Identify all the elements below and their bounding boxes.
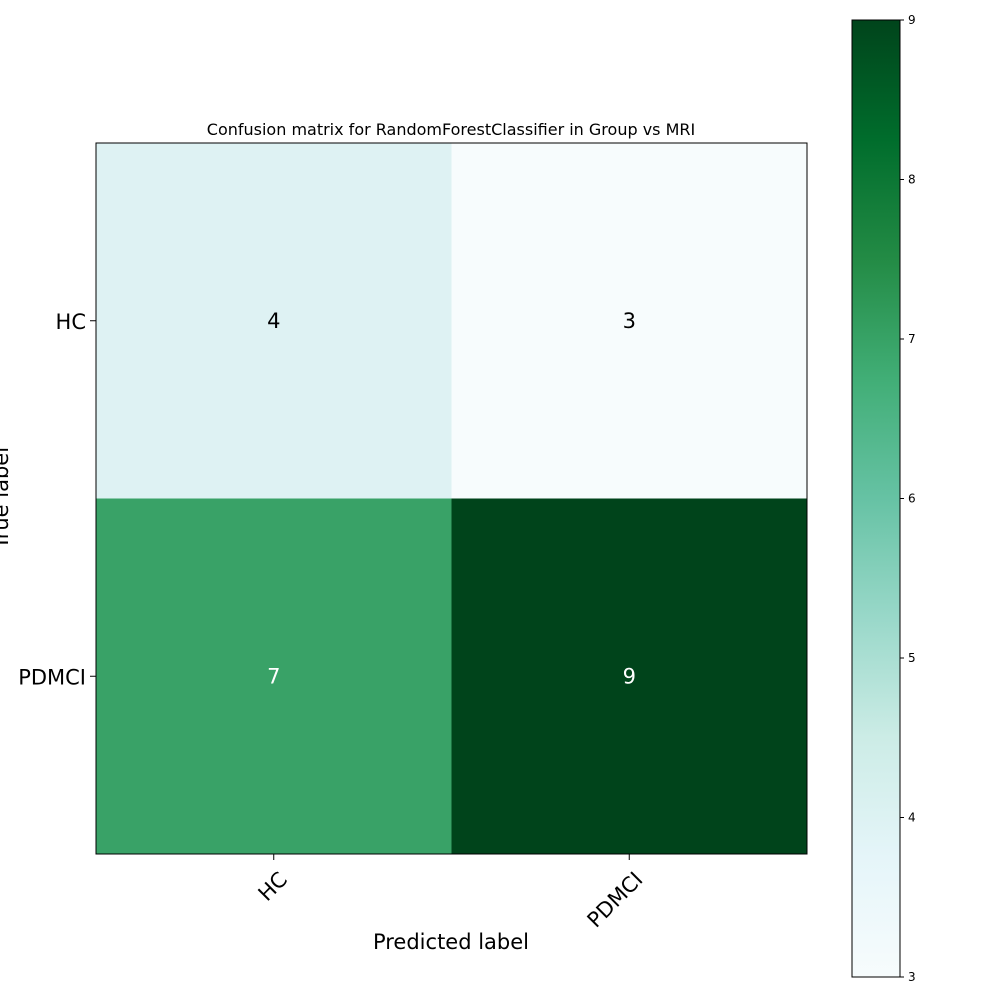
colorbar-tick-label: 9 xyxy=(908,13,916,27)
colorbar-tick-label: 3 xyxy=(908,970,916,984)
y-tick-label: HC xyxy=(56,310,86,334)
x-axis-ticks: HC PDMCI xyxy=(254,854,648,932)
cell-value-label: 3 xyxy=(623,309,636,333)
heatmap-cell xyxy=(96,498,452,855)
colorbar xyxy=(851,19,901,978)
cell-value-label: 9 xyxy=(623,664,636,688)
x-axis-label: Predicted label xyxy=(373,930,529,954)
x-tick-label: HC xyxy=(254,867,293,906)
colorbar-tick-label: 6 xyxy=(908,492,916,506)
colorbar-ticks: 3 4 5 6 7 8 9 xyxy=(900,13,916,984)
x-tick-label: PDMCI xyxy=(583,867,648,932)
heatmap-cell xyxy=(96,143,452,499)
chart-title: Confusion matrix for RandomForestClassif… xyxy=(207,120,695,139)
y-axis-label: True label xyxy=(0,447,13,550)
colorbar-tick-label: 8 xyxy=(908,173,916,187)
heatmap-cells xyxy=(96,143,808,855)
heatmap-cell xyxy=(451,143,808,499)
plot-frame xyxy=(95,142,808,855)
heatmap-cell xyxy=(451,498,808,855)
y-axis-ticks: HC PDMCI xyxy=(18,310,96,689)
colorbar-tick-label: 7 xyxy=(908,332,916,346)
colorbar-tick-label: 5 xyxy=(908,651,916,665)
y-tick-label: PDMCI xyxy=(18,665,86,689)
cell-value-label: 7 xyxy=(267,664,280,688)
colorbar-tick-label: 4 xyxy=(908,811,916,825)
cell-value-label: 4 xyxy=(267,309,280,333)
cell-value-labels: 4 3 7 9 xyxy=(267,309,636,689)
